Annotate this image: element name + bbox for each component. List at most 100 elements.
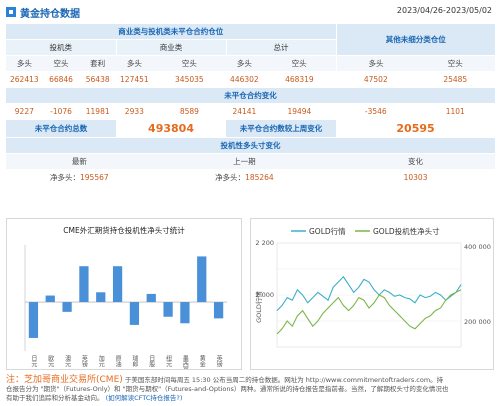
y-left-tick-label: 2 200 xyxy=(255,239,274,247)
legend-spec-label: GOLD投机性净头寸 xyxy=(373,226,440,236)
bar-mark xyxy=(112,266,123,303)
bar-mark xyxy=(180,302,190,324)
bar-category-label: 墨西哥元 xyxy=(181,355,188,369)
bar-mark xyxy=(163,302,173,317)
col-short: 空头 xyxy=(152,55,227,72)
table-cell: 262413 xyxy=(6,71,43,88)
footer-note: 注：芝加哥商业交易所(CME) 于美国东部时间每周五 15:30 公布当周二的持… xyxy=(6,372,495,403)
note-org: 芝加哥商业交易所(CME) xyxy=(24,375,123,385)
bar-category-label: 纽元 xyxy=(165,354,172,368)
page-title: 黄金持仓数据 xyxy=(20,9,80,20)
positions-table: 商业类与投机类未平仓合约仓位 其他未细分类仓位 投机类 商业类 总计 多头 空头… xyxy=(6,24,495,186)
col-long: 多头 xyxy=(335,55,416,72)
subheader-comm: 商业类 xyxy=(115,39,227,56)
spec-net-line xyxy=(276,289,462,335)
col-long: 多头 xyxy=(116,55,153,72)
note-head: 注： xyxy=(6,375,25,385)
table-cell: 11981 xyxy=(79,103,117,120)
bar-category-label: 黄金 xyxy=(198,354,205,367)
net-long-label: 净多头： xyxy=(50,172,81,182)
oi-change-value: 20595 xyxy=(336,119,495,138)
col-spread: 套利 xyxy=(79,55,117,72)
col-long: 多头 xyxy=(226,55,263,72)
line-chart-svg: GOLD行情 GOLD投机性净头寸 GOLD行情 2 200 2 000 400 0… xyxy=(254,226,491,348)
net-change-header: 变化 xyxy=(336,153,495,170)
net-latest-cell: 净多头：195567 xyxy=(6,169,153,186)
cme-net-position-chart: CME外汇期货持仓投机性净头寸统计 日元 欧元 澳元 英镑 加元 原油 瑞郎 日股 纽元 墨西哥元… xyxy=(6,218,242,370)
date-range: 2023/04/26-2023/05/02 xyxy=(396,6,492,15)
bar-mark xyxy=(129,302,140,325)
table-cell: -3546 xyxy=(336,103,416,120)
table-cell: 66846 xyxy=(42,71,80,88)
y-left-axis-label: GOLD行情 xyxy=(254,291,263,323)
bar-category-label: 英镑 xyxy=(215,354,222,368)
net-latest-header: 最新 xyxy=(6,153,153,170)
bar-category-label: 日股 xyxy=(148,355,155,368)
table-cell: -1076 xyxy=(42,103,80,120)
footer-line-3: 有助于我们追踪和分析基金动向。 (如何解读CFTC持仓报告?) xyxy=(6,394,495,403)
bar-category-label: 日元 xyxy=(30,355,37,368)
bar-mark xyxy=(28,302,39,338)
table-cell: 25485 xyxy=(415,71,495,88)
gold-price-line xyxy=(276,275,462,311)
bar-category-label: 加元 xyxy=(97,354,104,368)
bar-mark xyxy=(96,292,106,303)
y-right-tick-label: 400 000 xyxy=(464,243,491,251)
y-right-tick-label: 200 000 xyxy=(464,318,491,326)
bar-chart-svg: 日元 欧元 澳元 英镑 加元 原油 瑞郎 日股 纽元 墨西哥元 黄金 英镑 xyxy=(24,245,227,369)
table-cell: 56438 xyxy=(79,71,117,88)
subheader-total: 总计 xyxy=(225,39,337,56)
table-cell: 468319 xyxy=(262,71,337,88)
col-short: 空头 xyxy=(415,55,495,72)
net-prev-value: 185264 xyxy=(245,172,274,182)
bar-category-label: 澳元 xyxy=(64,354,71,368)
bar-category-label: 瑞郎 xyxy=(131,354,138,368)
change-header: 未平仓合约变化 xyxy=(6,87,495,104)
footer-line-1: 注：芝加哥商业交易所(CME) 于美国东部时间每周五 15:30 公布当周二的持… xyxy=(6,372,495,385)
bar-mark xyxy=(197,256,207,303)
footer-text-3: 有助于我们追踪和分析基金动向。 xyxy=(6,394,104,402)
col-short: 空头 xyxy=(262,55,337,72)
y-left-tick-label: 2 000 xyxy=(255,291,274,299)
group-header-main: 商业类与投机类未平仓合约仓位 xyxy=(6,24,337,40)
table-cell: 19494 xyxy=(262,103,337,120)
page-header: 黄金持仓数据 2023/04/26-2023/05/02 xyxy=(0,0,500,26)
bar-mark xyxy=(62,302,72,312)
bar-chart-title: CME外汇期货持仓投机性净头寸统计 xyxy=(63,226,185,235)
footer-line-2: 仓报告分为 "期货"（Futures-Only）和 "期货与期权"（Future… xyxy=(6,385,449,393)
gold-price-vs-net-chart: GOLD行情 GOLD投机性净头寸 GOLD行情 2 200 2 000 400 0… xyxy=(250,218,494,370)
group-header-other: 其他未细分类仓位 xyxy=(335,24,495,56)
bar-mark xyxy=(146,293,156,303)
gold-tag-icon xyxy=(6,7,16,17)
oi-total-label: 未平仓合约总数 xyxy=(6,119,117,138)
table-cell: 1101 xyxy=(415,103,495,120)
table-cell: 446302 xyxy=(226,71,263,88)
legend-gold-label: GOLD行情 xyxy=(309,226,346,236)
table-cell: 9227 xyxy=(6,103,43,120)
table-cell: 2933 xyxy=(116,103,153,120)
table-cell: 24141 xyxy=(226,103,263,120)
col-long: 多头 xyxy=(6,55,43,72)
oi-change-label: 未平仓合约数较上周变化 xyxy=(226,119,337,138)
col-short: 空头 xyxy=(42,55,80,72)
table-cell: 47502 xyxy=(336,71,416,88)
net-long-label: 净多头： xyxy=(215,172,246,182)
cftc-guide-link[interactable]: (如何解读CFTC持仓报告?) xyxy=(105,394,183,402)
bar-category-label: 原油 xyxy=(114,355,121,368)
bar-category-label: 英镑 xyxy=(80,354,87,368)
bar-category-label: 欧元 xyxy=(47,354,54,368)
net-prev-header: 上一期 xyxy=(152,153,337,170)
table-cell: 345035 xyxy=(152,71,227,88)
bar-mark xyxy=(45,295,55,303)
net-change-value: 10303 xyxy=(336,169,495,186)
net-position-header: 投机性多头寸变化 xyxy=(6,137,495,154)
subheader-spec: 投机类 xyxy=(6,39,117,56)
bar-mark xyxy=(79,266,89,303)
table-cell: 127451 xyxy=(116,71,153,88)
bar-mark xyxy=(213,302,224,319)
oi-total-value: 493804 xyxy=(116,119,227,138)
net-latest-value: 195567 xyxy=(80,172,109,182)
table-cell: 8589 xyxy=(152,103,227,120)
net-prev-cell: 净多头：185264 xyxy=(152,169,337,186)
footer-text-1: 于美国东部时间每周五 15:30 公布当周二的持仓数据。网址为 http://w… xyxy=(124,376,444,384)
